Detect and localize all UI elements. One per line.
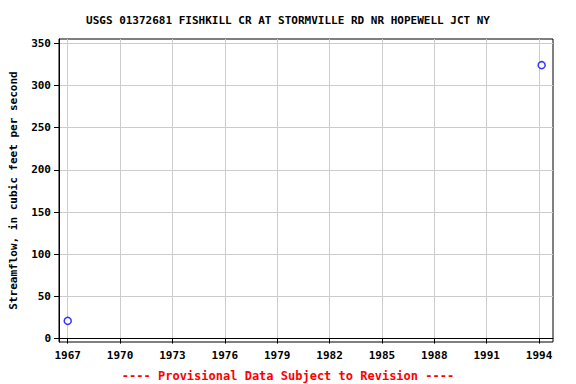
svg-text:250: 250: [31, 121, 51, 134]
svg-text:1988: 1988: [421, 349, 448, 362]
svg-text:100: 100: [31, 248, 51, 261]
svg-text:1973: 1973: [159, 349, 186, 362]
svg-text:200: 200: [31, 163, 51, 176]
svg-text:1994: 1994: [526, 349, 553, 362]
svg-text:1982: 1982: [316, 349, 343, 362]
svg-text:1979: 1979: [264, 349, 291, 362]
svg-text:1991: 1991: [473, 349, 500, 362]
svg-text:1970: 1970: [107, 349, 134, 362]
svg-text:USGS 01372681 FISHKILL CR AT S: USGS 01372681 FISHKILL CR AT STORMVILLE …: [86, 14, 490, 27]
svg-text:1985: 1985: [369, 349, 396, 362]
svg-text:50: 50: [38, 290, 51, 303]
svg-text:150: 150: [31, 206, 51, 219]
svg-text:350: 350: [31, 37, 51, 50]
svg-text:---- Provisional Data Subject: ---- Provisional Data Subject to Revisio…: [122, 369, 454, 383]
svg-text:1967: 1967: [54, 349, 81, 362]
svg-text:1976: 1976: [212, 349, 239, 362]
svg-text:0: 0: [44, 332, 51, 345]
svg-text:Streamflow, in cubic feet per: Streamflow, in cubic feet per second: [7, 71, 20, 309]
svg-text:300: 300: [31, 79, 51, 92]
